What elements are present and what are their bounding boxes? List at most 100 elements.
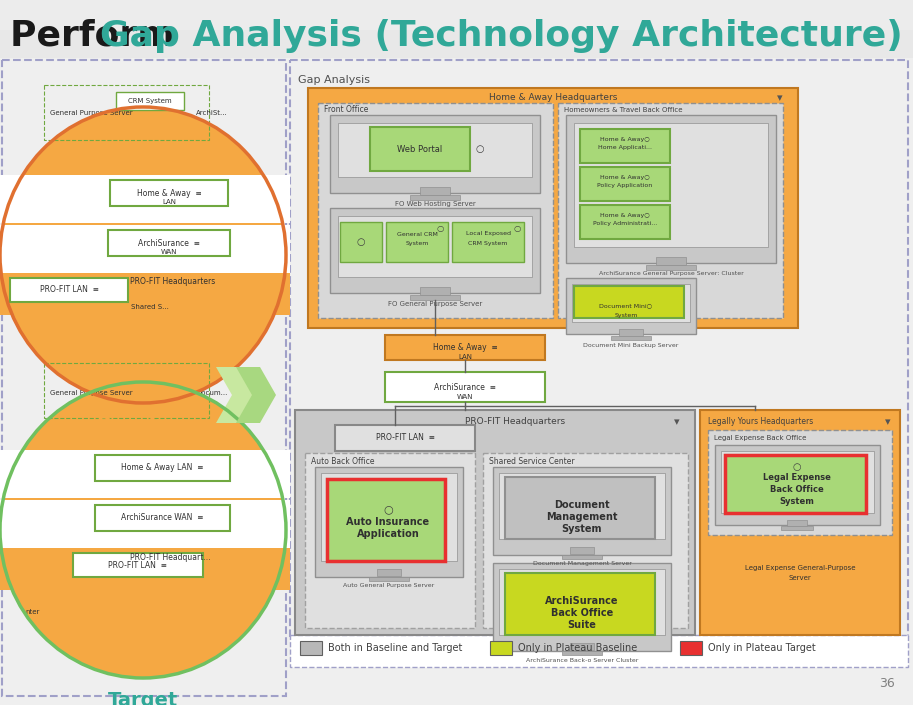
Bar (338, 216, 532, 277)
Text: ○: ○ (476, 144, 484, 154)
Text: Shared S...: Shared S... (131, 304, 169, 310)
Text: Legally Yours Headquarters: Legally Yours Headquarters (708, 417, 813, 427)
Bar (2, 60, 286, 696)
Text: 36: 36 (879, 677, 895, 690)
Bar (499, 569, 665, 635)
Bar (44, 363, 209, 418)
Bar (570, 643, 594, 650)
Text: Policy Administrati...: Policy Administrati... (593, 221, 657, 226)
Bar (787, 520, 807, 526)
Bar (410, 195, 460, 200)
Text: System: System (614, 312, 637, 317)
Text: Document: Document (554, 500, 610, 510)
Text: Home & Away  ≡: Home & Away ≡ (137, 188, 202, 197)
Text: ArchiSurance  ≡: ArchiSurance ≡ (434, 383, 496, 391)
Text: ○: ○ (792, 462, 802, 472)
Bar (420, 187, 450, 195)
Bar (0, 548, 290, 590)
Bar (0, 450, 290, 498)
Text: Homeowners & Travel Back Office: Homeowners & Travel Back Office (564, 107, 683, 113)
Text: CRM System: CRM System (468, 242, 508, 247)
Bar (340, 222, 382, 262)
Text: FO General Purpose Server: FO General Purpose Server (388, 301, 482, 307)
Bar (385, 335, 545, 360)
Text: Docum...: Docum... (196, 390, 227, 396)
Bar (562, 651, 602, 655)
Text: Both in Baseline and Target: Both in Baseline and Target (328, 643, 462, 653)
Text: Home & Away○: Home & Away○ (600, 137, 650, 142)
Text: Server: Server (789, 575, 812, 581)
Bar (385, 372, 545, 402)
Text: Auto General Purpose Server: Auto General Purpose Server (343, 584, 435, 589)
Bar (377, 569, 401, 576)
Text: Only in Plateau Baseline: Only in Plateau Baseline (518, 643, 637, 653)
Bar (611, 336, 651, 340)
Bar (327, 479, 445, 561)
Bar (700, 410, 900, 635)
Bar (338, 123, 532, 177)
Bar (295, 410, 695, 635)
Text: Home & Away Headquarters: Home & Away Headquarters (488, 94, 617, 102)
Text: Back Office: Back Office (771, 484, 824, 493)
Ellipse shape (0, 382, 286, 678)
Bar (308, 88, 798, 328)
Text: Legal Expense: Legal Expense (763, 472, 831, 482)
Bar (619, 329, 643, 336)
Text: CRM System: CRM System (128, 98, 172, 104)
Polygon shape (216, 367, 256, 423)
Text: Document Mini○: Document Mini○ (600, 303, 653, 309)
Bar (335, 425, 475, 451)
Text: Home & Away○: Home & Away○ (600, 212, 650, 218)
Bar (725, 455, 866, 513)
Text: ArchiSurance  ≡: ArchiSurance ≡ (138, 238, 200, 247)
Bar (108, 230, 230, 256)
Ellipse shape (0, 107, 286, 403)
Text: Document Mini Backup Server: Document Mini Backup Server (583, 343, 678, 348)
Text: ▾: ▾ (777, 93, 782, 103)
Bar (499, 473, 665, 539)
Bar (490, 641, 512, 655)
Bar (0, 500, 290, 548)
Bar (420, 287, 450, 295)
Text: Legal Expense Back Office: Legal Expense Back Office (714, 435, 806, 441)
Text: Target: Target (108, 690, 178, 705)
Bar (781, 526, 813, 530)
Bar (110, 180, 228, 206)
Bar (290, 635, 908, 667)
Bar (580, 205, 670, 239)
Text: ArchiSurance WAN  ≡: ArchiSurance WAN ≡ (121, 513, 204, 522)
Bar (300, 641, 322, 655)
Text: Document Management Server: Document Management Server (532, 561, 632, 567)
Text: System: System (561, 524, 603, 534)
Text: Legal Expense General-Purpose: Legal Expense General-Purpose (745, 565, 855, 571)
Text: Front Office: Front Office (324, 106, 368, 114)
Bar (305, 453, 475, 628)
Text: Local Exposed: Local Exposed (466, 231, 510, 236)
Text: System: System (780, 496, 814, 505)
Text: Shared Service Center: Shared Service Center (489, 457, 574, 465)
Text: ▾: ▾ (674, 417, 680, 427)
Bar (95, 455, 230, 481)
Bar (566, 278, 696, 334)
Bar (290, 60, 908, 636)
Text: ArchiSurance Back-o Server Cluster: ArchiSurance Back-o Server Cluster (526, 658, 638, 663)
Bar (566, 115, 776, 263)
Text: ○: ○ (357, 237, 365, 247)
Text: Baseline: Baseline (97, 415, 190, 434)
Text: LAN: LAN (162, 199, 176, 205)
Bar (369, 577, 409, 581)
Text: LAN: LAN (458, 354, 472, 360)
Bar (580, 129, 670, 163)
Bar (656, 257, 686, 265)
Bar (321, 473, 457, 561)
Bar (493, 467, 671, 555)
Text: PRO-FIT Headquart...: PRO-FIT Headquart... (130, 553, 211, 561)
Text: General CRM: General CRM (396, 231, 437, 236)
Bar (721, 451, 874, 513)
Bar (0, 273, 290, 315)
Bar (327, 479, 445, 561)
Bar (725, 455, 866, 513)
Text: ○: ○ (383, 504, 393, 514)
Text: Home & Away  ≡: Home & Away ≡ (433, 343, 498, 352)
Text: nter: nter (25, 609, 39, 615)
